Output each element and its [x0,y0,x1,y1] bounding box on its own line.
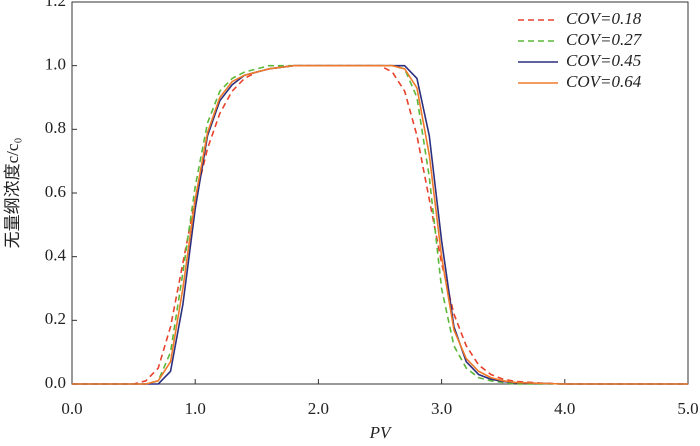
legend-label: COV=0.45 [566,51,641,70]
y-tick-label: 0.4 [45,246,67,265]
x-axis-label: PV [369,423,393,442]
x-tick-label: 5.0 [677,399,698,418]
x-tick-label: 0.0 [61,399,82,418]
y-tick-label: 1.2 [45,0,66,10]
y-tick-label: 0.8 [45,118,66,137]
x-tick-label: 4.0 [554,399,575,418]
y-axis-label: 无量纲浓度c/c₀ [3,138,22,249]
series-line [72,64,688,385]
y-tick-label: 1.0 [45,55,66,74]
legend-label: COV=0.18 [566,9,642,28]
y-tick-label: 0.0 [45,373,66,392]
x-tick-label: 2.0 [308,399,329,418]
legend-label: COV=0.27 [566,30,643,49]
series-line [72,64,688,385]
x-tick-label: 3.0 [431,399,452,418]
series-line [72,64,688,385]
legend-label: COV=0.64 [566,72,642,91]
y-tick-label: 0.6 [45,182,66,201]
y-tick-label: 0.2 [45,309,66,328]
x-tick-label: 1.0 [185,399,206,418]
series-line [72,64,688,385]
